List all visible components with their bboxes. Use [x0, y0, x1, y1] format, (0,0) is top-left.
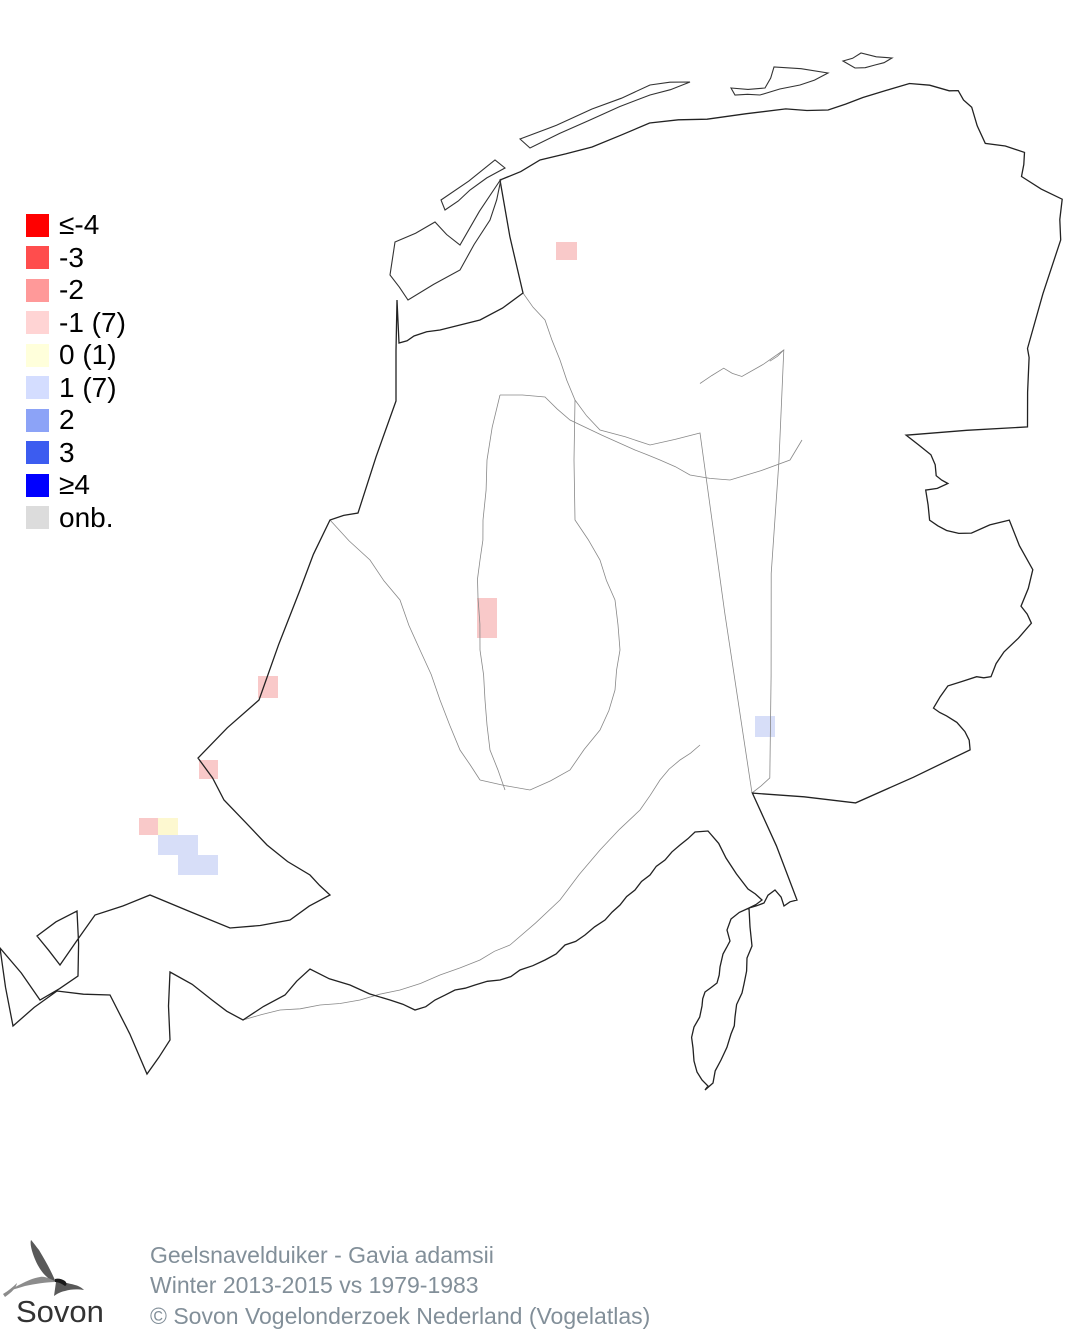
svg-text:Sovon: Sovon: [16, 1294, 104, 1329]
